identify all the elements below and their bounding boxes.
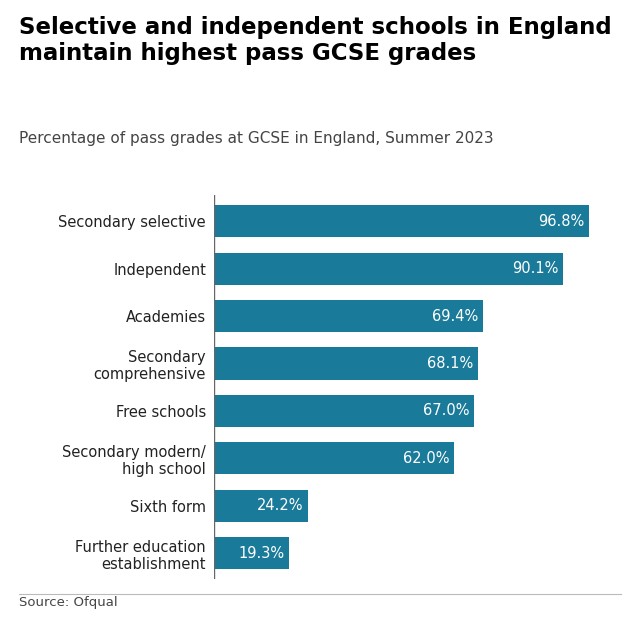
Bar — [214, 348, 478, 380]
Bar — [214, 442, 454, 474]
Text: Selective and independent schools in England
maintain highest pass GCSE grades: Selective and independent schools in Eng… — [19, 16, 612, 65]
Text: 90.1%: 90.1% — [512, 261, 559, 276]
Bar — [214, 537, 289, 569]
Text: B: B — [493, 609, 506, 627]
Bar — [214, 300, 483, 332]
Text: C: C — [580, 609, 593, 627]
Text: 69.4%: 69.4% — [432, 308, 478, 324]
Text: Source: Ofqual: Source: Ofqual — [19, 596, 118, 609]
Text: Percentage of pass grades at GCSE in England, Summer 2023: Percentage of pass grades at GCSE in Eng… — [19, 131, 494, 146]
Text: 24.2%: 24.2% — [257, 498, 303, 513]
Bar — [214, 205, 589, 237]
Text: 67.0%: 67.0% — [422, 403, 469, 419]
Text: 62.0%: 62.0% — [403, 451, 450, 466]
Bar — [214, 490, 308, 522]
Text: 96.8%: 96.8% — [538, 214, 584, 228]
Bar — [214, 253, 563, 285]
Bar — [214, 395, 474, 427]
Text: B: B — [537, 609, 550, 627]
Text: 68.1%: 68.1% — [427, 356, 474, 371]
Text: 19.3%: 19.3% — [238, 546, 284, 561]
